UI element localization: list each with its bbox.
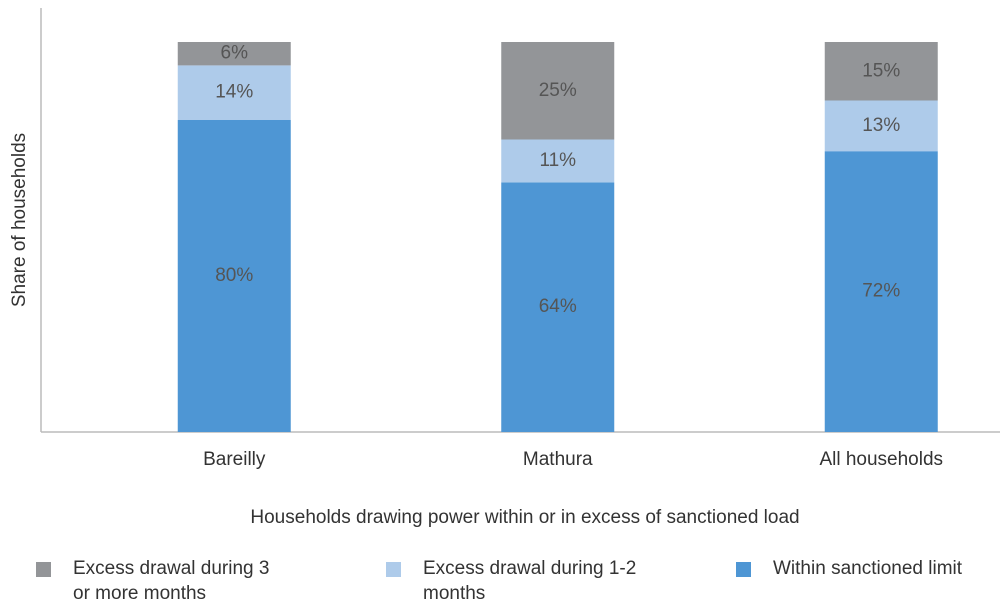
legend-label: Excess drawal during 3 or more months [73,558,270,604]
bar-segment [501,42,615,140]
legend-swatch [736,562,751,577]
bar-segment [501,139,615,183]
x-tick-label: Mathura [523,449,593,470]
bar-segment [177,42,291,66]
legend-label: Excess drawal during 1-2 months [423,558,637,604]
data-label: 6% [221,43,249,64]
data-label: 15% [862,60,900,81]
legend-swatch [36,562,51,577]
x-tick-label: All households [819,449,943,470]
legend-swatch [386,562,401,577]
data-label: 14% [215,82,253,103]
bar-segment [824,151,938,432]
y-axis-title: Share of households [9,133,30,307]
data-label: 72% [862,281,900,302]
data-label: 25% [539,80,577,101]
data-label: 64% [539,296,577,317]
data-label: 13% [862,115,900,136]
x-axis-title: Households drawing power within or in ex… [250,507,799,528]
data-label: 11% [539,150,576,171]
bar-segment [501,182,615,432]
x-tick-label: Bareilly [203,449,266,470]
bar-segment [824,42,938,101]
bar-segment [824,100,938,152]
data-label: 80% [215,265,253,286]
bar-segment [177,120,291,432]
legend-item: Within sanctioned limit [736,556,988,581]
bar-segment [177,65,291,120]
legend-label: Within sanctioned limit [773,558,963,579]
legend-item: Excess drawal during 3 or more months [36,556,288,606]
legend-item: Excess drawal during 1-2 months [386,556,638,606]
